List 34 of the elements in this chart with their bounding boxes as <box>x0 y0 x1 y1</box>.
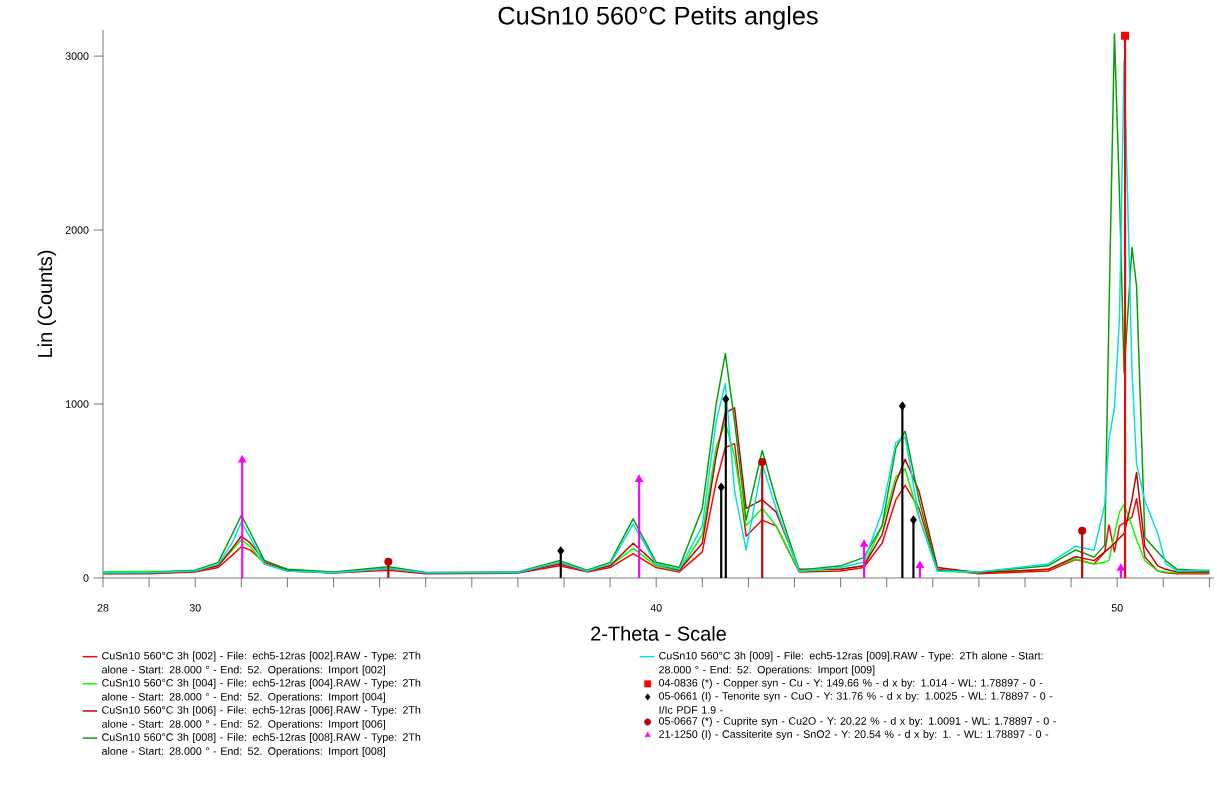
x-axis-title: 2-Theta - Scale <box>591 626 726 641</box>
legend-label: 05-0667 (*) - Cuprite syn - Cu2O - Y: 20.22 % - d x by: 1.0091 - WL: 1.78897 - 0 - <box>659 716 1056 727</box>
point <box>635 475 643 482</box>
x-tick-label: 40 <box>650 604 662 612</box>
y-tick-label: 0 <box>83 574 89 582</box>
legend-label: CuSn10 560°C 3h [006] - File: ech5-12ras [006].RAW - Type: 2Th alone - Start: 28.000 ° - End: 52. Operations: Import [006] <box>102 705 421 730</box>
point <box>916 561 924 569</box>
point <box>1117 564 1125 571</box>
point <box>910 516 917 525</box>
legend-label: CuSn10 560°C 3h [008] - File: ech5-12ras [008].RAW - Type: 2Th alone - Start: 28.000 ° - End: 52. Operations: Import [008] <box>102 733 421 757</box>
point <box>860 540 868 547</box>
legend-label: 04-0836 (*) - Copper syn - Cu - Y: 149.66 % - d x by: 1.014 - WL: 1.78897 - 0 - <box>659 678 1043 689</box>
legend-label: CuSn10 560°C 3h [009] - File: ech5-12ras [009].RAW - Type: 2Th alone - Start: 28.000 ° - End: 52. Operations: Import [009] <box>659 651 1043 676</box>
legend-label: 05-0661 (I) - Tenorite syn - CuO - Y: 31.76 % - d x by: 1.0025 - WL: 1.78897 - 0 - I/Ic PDF 1.9 - <box>659 691 1053 714</box>
point <box>1121 31 1130 40</box>
point <box>238 456 246 463</box>
point <box>1078 526 1087 535</box>
legend-label: 21-1250 (I) - Cassiterite syn - SnO2 - Y: 20.54 % - d x by: 1. - WL: 1.78897 - 0 - <box>659 730 1049 741</box>
legend-label: CuSn10 560°C 3h [004] - File: ech5-12ras [004].RAW - Type: 2Th alone - Start: 28.000 ° - End: 52. Operations: Import [004] <box>102 678 421 703</box>
y-axis-title: Lin (Counts) <box>37 250 57 357</box>
x-tick-label: 28 <box>97 604 109 612</box>
point <box>384 557 393 566</box>
point <box>717 483 725 492</box>
legend-label: CuSn10 560°C 3h [002] - File: ech5-12ras [002].RAW - Type: 2Th alone - Start: 28.000 ° - End: 52. Operations: Import [002] <box>102 651 421 676</box>
y-tick-label: 3000 <box>65 52 89 60</box>
y-tick-label: 2000 <box>65 226 89 234</box>
point <box>899 401 906 410</box>
y-tick-label: 1000 <box>66 400 89 408</box>
point <box>758 457 767 466</box>
point <box>722 395 730 404</box>
chart-title: CuSn10 560°C Petits angles <box>498 6 818 30</box>
point <box>557 546 565 555</box>
x-tick-label: 30 <box>189 604 201 612</box>
x-tick-label: 50 <box>1111 604 1123 612</box>
